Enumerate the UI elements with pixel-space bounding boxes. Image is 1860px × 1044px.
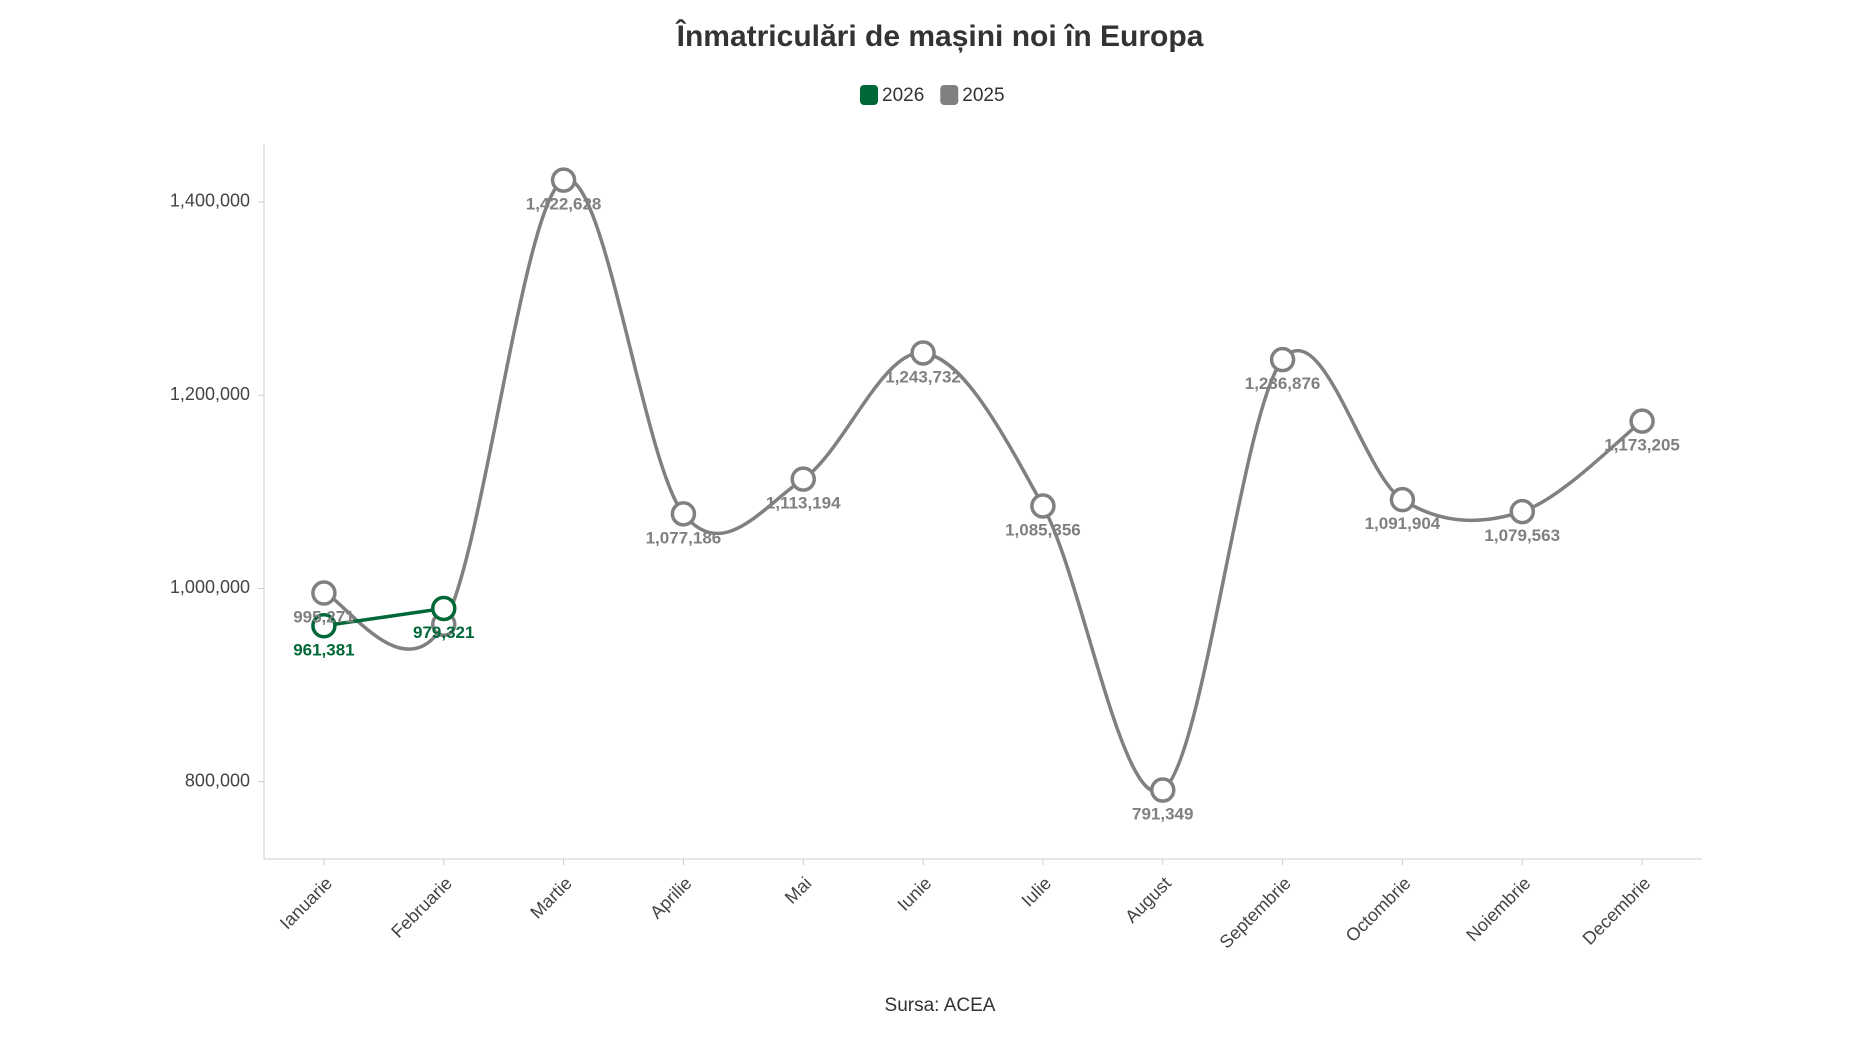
data-point — [790, 466, 816, 492]
data-label: 1,079,563 — [1484, 526, 1560, 545]
x-tick-label: Septembrie — [1216, 873, 1295, 952]
data-label: 1,085,356 — [1005, 520, 1081, 539]
x-tick-label: Mai — [781, 873, 816, 908]
x-tick-label: Martie — [526, 873, 576, 923]
data-point — [1389, 486, 1416, 513]
x-tick-label: Octombrie — [1342, 873, 1415, 946]
x-tick-label: August — [1121, 873, 1175, 927]
data-point — [1509, 498, 1535, 525]
legend-swatch — [860, 85, 878, 105]
data-label: 1,243,732 — [885, 367, 961, 386]
data-point — [1030, 493, 1056, 519]
source: Sursa: ACEA — [885, 995, 996, 1016]
data-label: 1,236,876 — [1245, 374, 1321, 393]
data-point — [550, 167, 577, 193]
x-tick-label: Aprilie — [646, 873, 696, 923]
data-label: 1,113,194 — [766, 494, 841, 513]
series-line — [323, 177, 1644, 794]
data-point — [431, 595, 457, 622]
legend-label: 2026 — [882, 85, 924, 106]
data-label: 1,173,205 — [1604, 436, 1680, 455]
data-label: 1,422,628 — [526, 195, 602, 214]
y-tick-label: 800,000 — [185, 770, 250, 790]
y-tick-label: 1,200,000 — [170, 384, 250, 404]
legend-swatch — [940, 85, 959, 105]
data-label: 1,091,904 — [1365, 514, 1441, 533]
data-point — [1269, 346, 1296, 373]
data-label: 961,381 — [293, 640, 354, 659]
data-point — [1629, 408, 1655, 434]
data-label: 791,349 — [1132, 805, 1193, 824]
data-point — [311, 580, 337, 606]
legend-label: 2025 — [962, 85, 1004, 106]
data-point — [1150, 777, 1176, 803]
data-label: 979,321 — [413, 623, 474, 642]
x-tick-label: Noiembrie — [1462, 873, 1534, 945]
data-point — [670, 501, 697, 527]
chart-title: Înmatriculări de mașini noi în Europa — [675, 19, 1204, 53]
data-label: 1,077,186 — [646, 528, 722, 547]
x-tick-label: Iunie — [894, 873, 936, 915]
data-point — [910, 340, 936, 366]
x-tick-label: Februarie — [387, 873, 456, 942]
y-tick-label: 1,400,000 — [170, 191, 250, 211]
data-point — [311, 613, 337, 639]
x-tick-label: Ianuarie — [276, 873, 336, 933]
data-label: 995,271 — [293, 608, 354, 627]
x-tick-label: Iulie — [1018, 873, 1055, 910]
y-tick-label: 1,000,000 — [170, 577, 250, 597]
x-tick-label: Decembrie — [1579, 873, 1655, 949]
